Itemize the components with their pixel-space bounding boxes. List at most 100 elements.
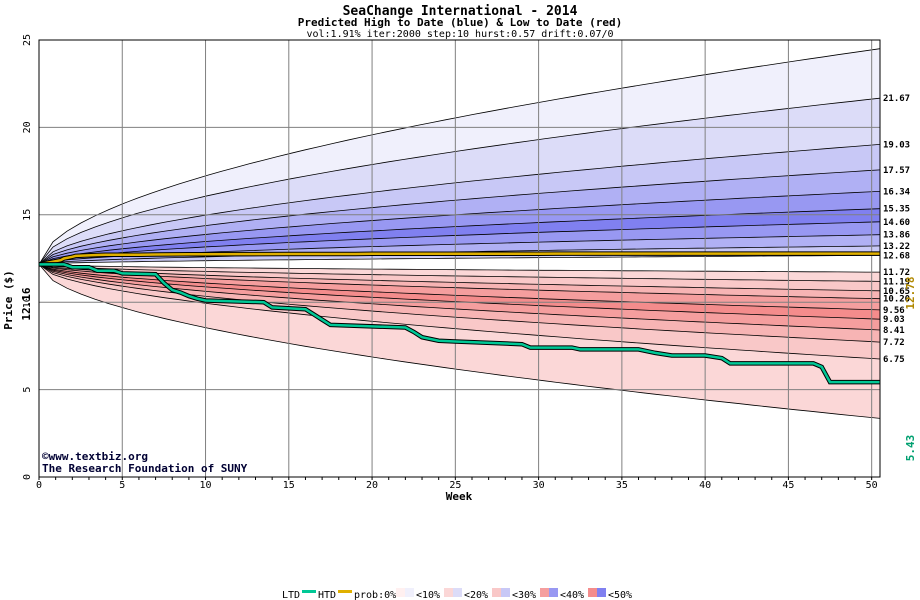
quantile-label-14: 9.03: [883, 315, 905, 325]
htd-line: [38, 252, 880, 266]
quantile-curve-12: [38, 264, 881, 292]
quantile-label-8: 12.68: [883, 251, 910, 261]
chart-params: vol:1.91% iter:2000 step:10 hurst:0.57 d…: [306, 29, 613, 40]
quantile-label-13: 9.56: [883, 306, 905, 316]
legend-band0-blue: [405, 588, 414, 597]
quantile-label-10: 11.19: [883, 277, 910, 287]
legend-band4-blue: [597, 588, 606, 597]
y-tick-label-0: 0: [22, 474, 33, 480]
x-tick-label-6: 30: [533, 480, 545, 491]
legend: LTD HTD prob:0% <10% <20% <30% <40% <50%: [282, 588, 632, 600]
x-tick-label-1: 5: [119, 480, 125, 491]
y-tick-label-4: 20: [22, 121, 33, 133]
chart-title: SeaChange International - 2014: [343, 4, 578, 19]
quantile-curve-2: [38, 144, 881, 265]
low-band-6: [39, 264, 880, 343]
x-tick-label-0: 0: [36, 480, 42, 491]
quantile-label-7: 13.22: [883, 242, 910, 252]
quantile-label-15: 8.41: [883, 326, 905, 336]
last-low-label: 5.43: [904, 435, 917, 462]
axes: 0 5 10 15 20 25 30 35 40 45 50 0 5 10 15 20 25: [22, 34, 881, 491]
x-tick-label-4: 20: [366, 480, 378, 491]
high-band-2: [39, 144, 880, 265]
ltd-line: [39, 263, 880, 384]
quantile-label-16: 7.72: [883, 338, 905, 348]
quantile-curve-19: [38, 264, 881, 419]
x-tick-label-7: 35: [616, 480, 628, 491]
x-tick-label-3: 15: [283, 480, 295, 491]
y-axis-label: Price ($): [2, 270, 15, 330]
x-tick-label-2: 10: [200, 480, 212, 491]
quantile-curve-18: [38, 264, 881, 360]
quantile-labels: 21.67 19.03 17.57 16.34 15.35 14.60 13.8613.22…: [883, 94, 911, 365]
low-band-4: [39, 264, 880, 320]
high-band-5: [39, 208, 880, 265]
low-band-5: [39, 264, 880, 330]
quantile-label-2: 17.57: [883, 166, 910, 176]
high-band-4: [39, 191, 880, 265]
quantile-label-17: 6.75: [883, 355, 905, 365]
legend-band3-red: [540, 588, 549, 597]
legend-band-3: <30%: [512, 590, 536, 600]
quantile-label-12: 10.20: [883, 295, 910, 305]
high-band-3: [39, 169, 880, 265]
quantile-label-3: 16.34: [883, 187, 911, 197]
low-band-1: [39, 264, 880, 291]
x-axis-label: Week: [446, 490, 473, 503]
legend-band4-red: [588, 588, 597, 597]
x-tick-label-8: 40: [699, 480, 711, 491]
quantile-label-9: 11.72: [883, 268, 910, 278]
quantile-curve-9: [38, 254, 880, 265]
quantile-curve-11: [38, 264, 881, 282]
quantile-curve-5: [38, 208, 881, 265]
high-band-6: [39, 221, 880, 265]
quantile-label-1: 19.03: [883, 140, 910, 150]
quantile-label-0: 21.67: [883, 94, 910, 104]
high-band-0: [39, 48, 880, 265]
legend-htd-label: HTD: [318, 590, 336, 600]
high-band-9: [39, 253, 880, 265]
quantile-curve-10: [38, 264, 880, 273]
legend-band2-red: [492, 588, 501, 597]
y-tick-label-1: 5: [22, 387, 33, 393]
legend-band-5: <50%: [608, 590, 632, 600]
y-tick-label-2: 10: [22, 296, 33, 308]
legend-band1-blue: [453, 588, 462, 597]
legend-band1-red: [444, 588, 453, 597]
y-tick-label-5: 25: [22, 34, 33, 46]
chart-subtitle: Predicted High to Date (blue) & Low to D…: [298, 16, 623, 29]
legend-band-2: <20%: [464, 590, 488, 600]
legend-prob-label: prob:0%: [354, 590, 396, 600]
series-lines: [38, 251, 880, 385]
legend-band3-blue: [549, 588, 558, 597]
quantile-curve-0: [38, 48, 881, 265]
legend-htd-swatch: [338, 590, 352, 593]
credit-line-1: ©www.textbiz.org: [42, 450, 148, 463]
last-high-label: 12.78: [904, 276, 917, 309]
x-tick-label-5: 25: [449, 480, 461, 491]
x-tick-label-10: 50: [866, 480, 878, 491]
legend-ltd-label: LTD: [282, 590, 300, 600]
low-band-0: [39, 264, 880, 282]
quantile-label-4: 15.35: [883, 205, 910, 215]
legend-band0-red: [396, 588, 405, 597]
legend-ltd-swatch: [302, 590, 316, 593]
grid-lines: [38, 39, 880, 480]
low-band-3: [39, 264, 880, 310]
quantile-curve-1: [38, 97, 881, 265]
quantile-label-11: 10.65: [883, 287, 910, 297]
plot-frame: [38, 39, 881, 478]
quantile-label-6: 13.86: [883, 231, 910, 241]
start-price-label: 12.16: [20, 287, 33, 320]
high-band-7: [39, 234, 880, 265]
high-band-1: [39, 98, 880, 265]
quantile-curve-14: [38, 264, 881, 311]
credit-line-2: The Research Foundation of SUNY: [42, 462, 248, 475]
quantile-curve-13: [38, 264, 881, 300]
legend-band2-blue: [501, 588, 510, 597]
quantile-curve-16: [38, 264, 881, 331]
y-tick-label-3: 15: [22, 209, 33, 221]
quantile-curve-3: [38, 169, 881, 265]
x-tick-label-9: 45: [782, 480, 794, 491]
